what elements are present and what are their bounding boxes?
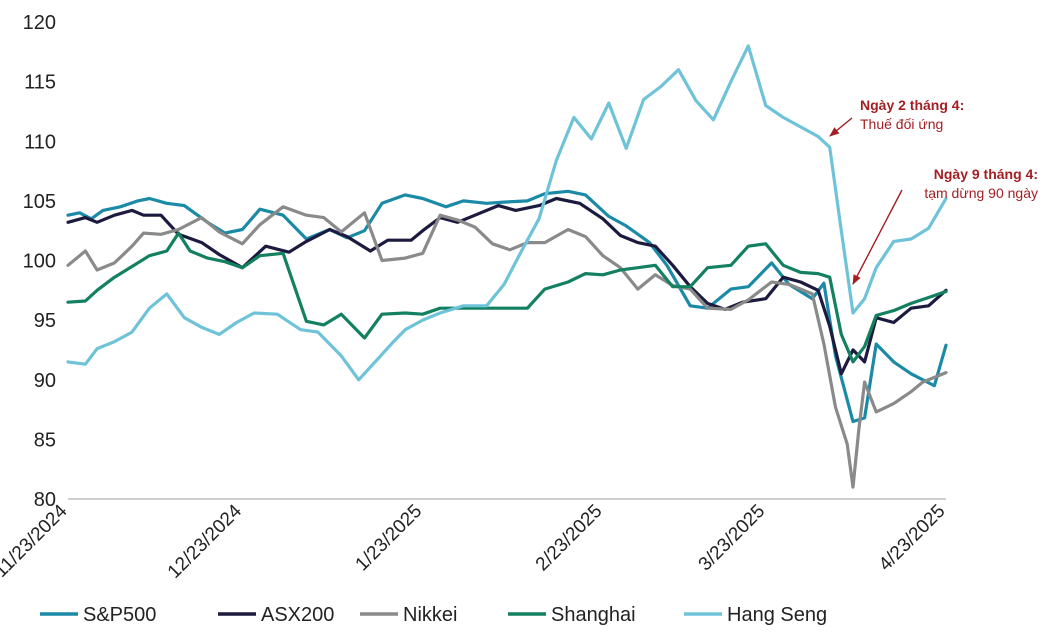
- y-tick-label: 110: [24, 131, 56, 153]
- series-line-hang-seng: [66, 44, 948, 382]
- x-tick-label: 2/23/2025: [532, 501, 607, 576]
- annotation-title: Ngày 2 tháng 4:: [860, 97, 964, 113]
- series-line-shanghai: [66, 231, 948, 364]
- legend: S&P500 ASX200 Nikkei Shanghai Hang Seng: [40, 604, 827, 626]
- x-tick-label: 12/23/2024: [164, 500, 246, 582]
- y-tick-label: 80: [34, 489, 56, 511]
- y-tick-label: 85: [34, 429, 56, 451]
- series-lines: [66, 44, 948, 489]
- legend-label: Nikkei: [403, 604, 457, 626]
- x-tick-label: 11/23/2024: [0, 500, 72, 581]
- series-line-asx200: [66, 196, 948, 376]
- annotation-text: tạm dừng 90 ngày: [924, 185, 1038, 201]
- y-tick-label: 105: [23, 191, 56, 213]
- y-tick-label: 120: [23, 12, 56, 34]
- series-line-nikkei: [66, 205, 948, 489]
- y-tick-label: 95: [34, 310, 56, 332]
- y-tick-label: 115: [24, 72, 56, 94]
- y-tick-label: 100: [23, 251, 56, 273]
- x-tick-label: 3/23/2025: [695, 501, 770, 576]
- annotation-arrow: [829, 117, 853, 137]
- x-tick-label: 4/23/2025: [875, 501, 950, 576]
- legend-label: Shanghai: [551, 604, 636, 626]
- legend-label: S&P500: [83, 604, 156, 626]
- series-line-s-p500: [66, 189, 948, 424]
- annotation-arrow: [852, 189, 903, 285]
- annotations: Ngày 2 tháng 4: Thuế đối ứng Ngày 9 tháng …: [829, 97, 1038, 285]
- y-axis-ticks: 80 85 90 95 100 105 110 115 120: [23, 12, 56, 511]
- x-axis-ticks: 11/23/2024 12/23/2024 1/23/2025 2/23/2025 3/…: [0, 500, 950, 582]
- legend-label: Hang Seng: [727, 604, 827, 626]
- y-tick-label: 90: [34, 370, 56, 392]
- x-tick-label: 1/23/2025: [352, 501, 427, 576]
- annotation-title: Ngày 9 tháng 4:: [934, 166, 1038, 182]
- legend-label: ASX200: [261, 604, 334, 626]
- annotation-text: Thuế đối ứng: [860, 116, 943, 132]
